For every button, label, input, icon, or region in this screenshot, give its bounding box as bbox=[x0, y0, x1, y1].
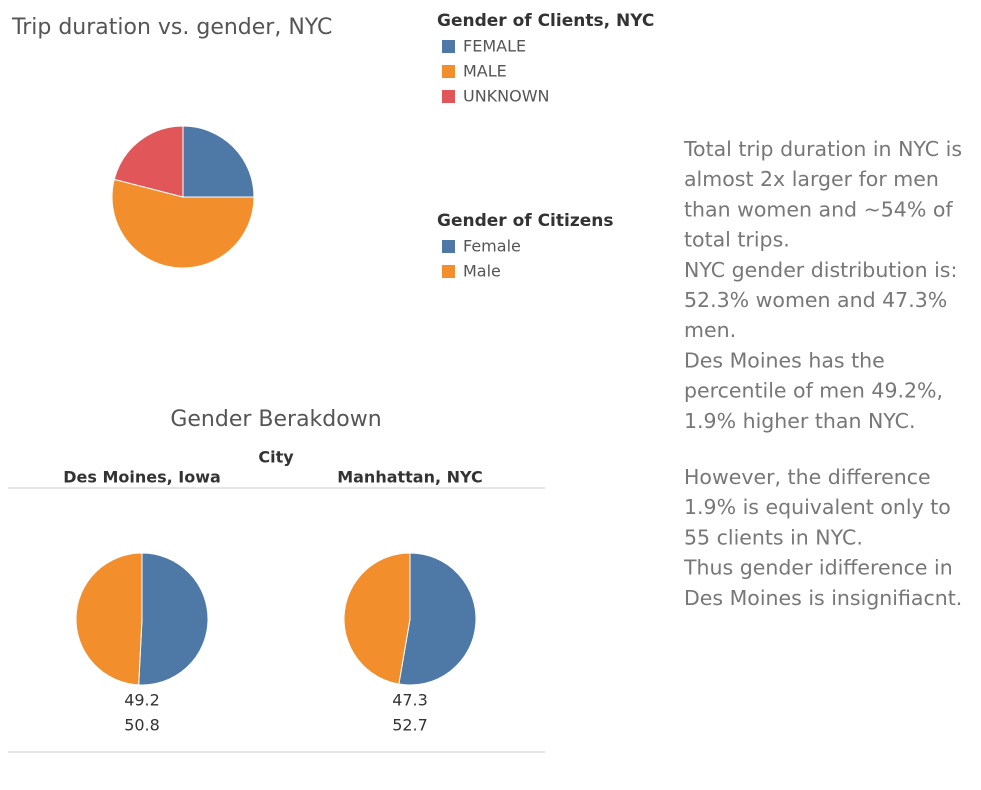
panel-header: Des Moines, Iowa bbox=[63, 468, 221, 487]
legend-title: Gender of Citizens bbox=[437, 211, 613, 231]
legend-swatch bbox=[442, 40, 455, 53]
note-line: NYC gender distribution is: bbox=[684, 258, 957, 282]
note-line: 52.3% women and 47.3% bbox=[684, 288, 947, 312]
panel-header: Manhattan, NYC bbox=[337, 468, 483, 487]
pie-slice bbox=[75, 552, 143, 686]
note-line: However, the difference bbox=[684, 465, 931, 489]
note-line: 1.9% is equivalent only to bbox=[684, 495, 951, 519]
column-header: City bbox=[258, 448, 294, 467]
legend-swatch bbox=[442, 90, 455, 103]
pie-slice bbox=[398, 552, 477, 686]
legend-label: Male bbox=[463, 262, 501, 281]
note-line: almost 2x larger for men bbox=[684, 167, 939, 191]
legend-label: UNKNOWN bbox=[463, 87, 550, 106]
note-line: Total trip duration in NYC is bbox=[683, 137, 962, 161]
legend-title: Gender of Clients, NYC bbox=[437, 11, 654, 31]
legend-label: MALE bbox=[463, 62, 507, 81]
note-line: 55 clients in NYC. bbox=[684, 525, 863, 549]
data-label: 49.2 bbox=[124, 691, 160, 710]
note-line: 1.9% higher than NYC. bbox=[684, 409, 916, 433]
legend-swatch bbox=[442, 65, 455, 78]
data-label: 50.8 bbox=[124, 716, 160, 735]
pie-slice bbox=[182, 125, 255, 198]
legend-swatch bbox=[442, 240, 455, 253]
note-line: percentile of men 49.2%, bbox=[684, 379, 943, 403]
data-label: 47.3 bbox=[392, 691, 428, 710]
chart-title: Trip duration vs. gender, NYC bbox=[11, 15, 332, 40]
pie-slice bbox=[111, 178, 255, 269]
pie-slice bbox=[138, 552, 209, 686]
data-label: 52.7 bbox=[392, 716, 428, 735]
note-line: Des Moines is insignifiacnt. bbox=[684, 586, 962, 610]
legend-label: FEMALE bbox=[463, 37, 526, 56]
chart-title: Gender Berakdown bbox=[170, 407, 381, 432]
legend-swatch bbox=[442, 265, 455, 278]
note-line: than women and ~54% of bbox=[684, 197, 953, 221]
pie-slice bbox=[343, 552, 411, 685]
note-line: men. bbox=[684, 318, 736, 342]
pie-slice bbox=[113, 125, 184, 198]
note-line: total trips. bbox=[684, 228, 790, 252]
note-line: Thus gender idifference in bbox=[683, 556, 953, 580]
note-line: Des Moines has the bbox=[684, 348, 885, 372]
legend-label: Female bbox=[463, 237, 521, 256]
